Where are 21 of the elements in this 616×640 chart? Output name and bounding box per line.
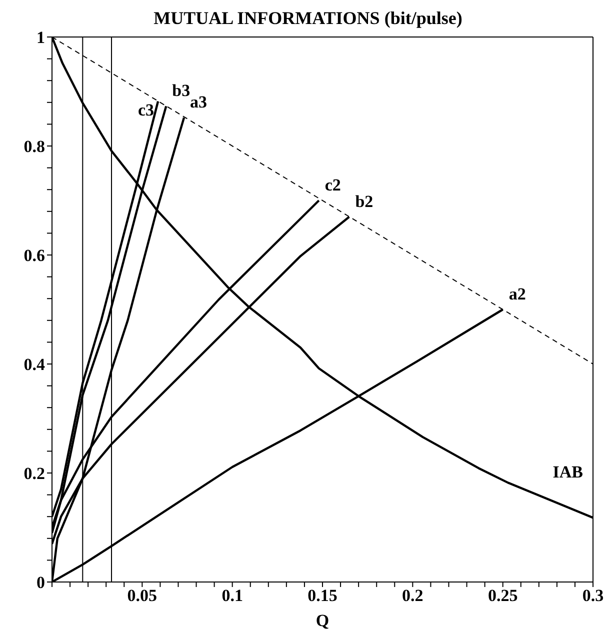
series-label: a2 [508,284,526,304]
series-label: b3 [172,81,190,100]
y-tick-label: 1 [36,28,45,48]
y-tick-label: 0.4 [24,355,46,374]
series-label: c3 [138,100,154,120]
x-tick-label: 0.15 [308,586,338,606]
series-label: a3 [190,92,208,112]
y-tick-label: 0 [36,573,45,592]
series-label: c2 [324,176,341,194]
x-tick-label: 0.25 [488,586,518,606]
series-label: b2 [355,192,374,211]
series-label: IAB [552,462,583,482]
y-tick-label: 0.8 [24,137,45,156]
x-tick-label: 0.05 [127,586,158,606]
x-tick-label: 0.1 [222,586,243,606]
y-tick-label: 0.2 [24,464,45,484]
x-axis-title: Q [316,611,330,630]
x-tick-label: 0.2 [402,586,424,606]
y-tick-label: 0.6 [24,246,45,266]
x-tick-label: 0.3 [582,586,604,606]
chart-title: MUTUAL INFORMATIONS (bit/pulse) [152,8,464,30]
